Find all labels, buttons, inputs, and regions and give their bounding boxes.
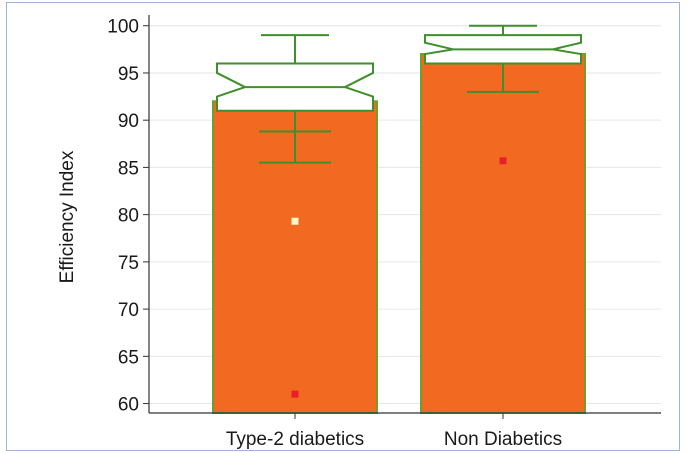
y-tick-label: 85 <box>118 158 139 179</box>
y-tick-label: 90 <box>118 111 139 132</box>
y-tick-label: 65 <box>118 347 139 368</box>
box-plots <box>216 24 582 164</box>
y-tick-label: 75 <box>118 253 139 274</box>
bar <box>420 53 586 414</box>
y-tick-label: 70 <box>118 300 139 321</box>
x-tick-label: Non Diabetics <box>444 429 562 450</box>
y-axis-title: Efficiency Index <box>57 150 78 283</box>
x-tick-labels: Type-2 diabetics Non Diabetics <box>226 429 562 450</box>
figure-frame: 60 65 70 75 80 85 90 95 100 Type-2 diabetics Non … <box>6 2 680 451</box>
y-tick-label: 80 <box>118 206 139 227</box>
y-tick-labels: 60 65 70 75 80 85 90 95 100 <box>107 17 139 416</box>
data-points <box>291 157 507 398</box>
data-point <box>291 217 299 225</box>
y-tick-label: 95 <box>118 64 139 85</box>
axes <box>143 15 661 419</box>
y-tick-label: 60 <box>118 395 139 416</box>
box-bar-chart: 60 65 70 75 80 85 90 95 100 Type-2 diabetics Non … <box>57 15 661 450</box>
data-point <box>499 157 507 165</box>
y-tick-label: 100 <box>107 17 139 38</box>
x-tick-label: Type-2 diabetics <box>226 429 364 450</box>
data-point <box>291 390 299 398</box>
